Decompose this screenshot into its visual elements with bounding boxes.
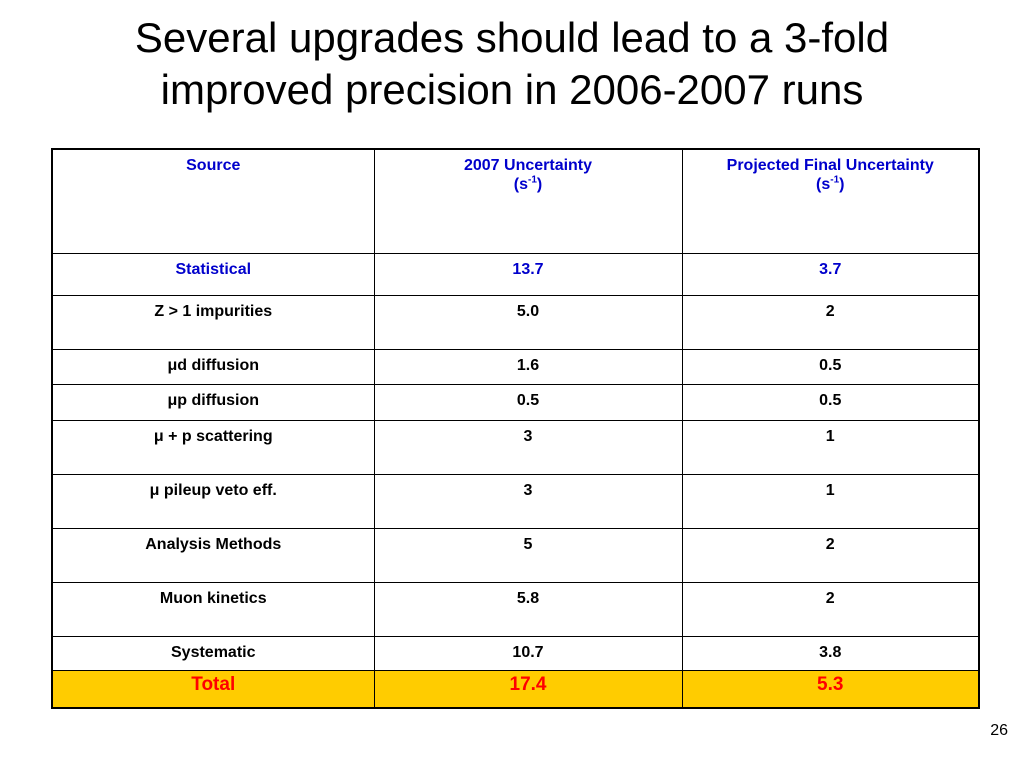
cell-projected: 5.3 [681,669,980,709]
uncertainty-table: Source 2007 Uncertainty (s-1) Projected … [51,148,980,709]
cell-2007: 5.0 [373,294,683,350]
table-header-row: Source 2007 Uncertainty (s-1) Projected … [51,148,980,254]
cell-source: μ + p scattering [51,419,375,475]
header-source: Source [51,148,375,254]
cell-2007: 1.6 [373,348,683,385]
table-row: μp diffusion 0.5 0.5 [51,383,980,421]
page-number: 26 [990,722,1008,739]
cell-projected: 3.7 [681,252,980,296]
cell-2007: 10.7 [373,635,683,671]
slide-title-line-1: Several upgrades should lead to a 3-fold [134,14,890,61]
cell-2007: 0.5 [373,383,683,421]
cell-projected: 0.5 [681,383,980,421]
cell-projected: 2 [681,581,980,637]
cell-2007: 3 [373,419,683,475]
cell-source: Analysis Methods [51,527,375,583]
header-2007-uncertainty: 2007 Uncertainty (s-1) [373,148,683,254]
cell-2007: 5.8 [373,581,683,637]
cell-source: μd diffusion [51,348,375,385]
cell-projected: 2 [681,527,980,583]
cell-projected: 2 [681,294,980,350]
table-row: Z > 1 impurities 5.0 2 [51,294,980,350]
table-row: μ + p scattering 3 1 [51,419,980,475]
table-row: Statistical 13.7 3.7 [51,252,980,296]
cell-source: Total [51,669,375,709]
cell-source: μp diffusion [51,383,375,421]
table-row: μd diffusion 1.6 0.5 [51,348,980,385]
cell-projected: 0.5 [681,348,980,385]
table-row: Systematic 10.7 3.8 [51,635,980,671]
table-row: Analysis Methods 5 2 [51,527,980,583]
cell-2007: 3 [373,473,683,529]
cell-projected: 1 [681,473,980,529]
table-row: Muon kinetics 5.8 2 [51,581,980,637]
cell-2007: 17.4 [373,669,683,709]
cell-2007: 5 [373,527,683,583]
cell-source: Muon kinetics [51,581,375,637]
cell-source: μ pileup veto eff. [51,473,375,529]
cell-projected: 1 [681,419,980,475]
cell-source: Z > 1 impurities [51,294,375,350]
slide-title-line-2: improved precision in 2006-2007 runs [160,66,864,113]
cell-projected: 3.8 [681,635,980,671]
cell-source: Statistical [51,252,375,296]
cell-source: Systematic [51,635,375,671]
cell-2007: 13.7 [373,252,683,296]
slide-title: Several upgrades should lead to a 3-fold… [0,12,1024,116]
table-row: μ pileup veto eff. 3 1 [51,473,980,529]
header-projected-uncertainty: Projected Final Uncertainty (s-1) [681,148,980,254]
table-row-total: Total 17.4 5.3 [51,669,980,709]
